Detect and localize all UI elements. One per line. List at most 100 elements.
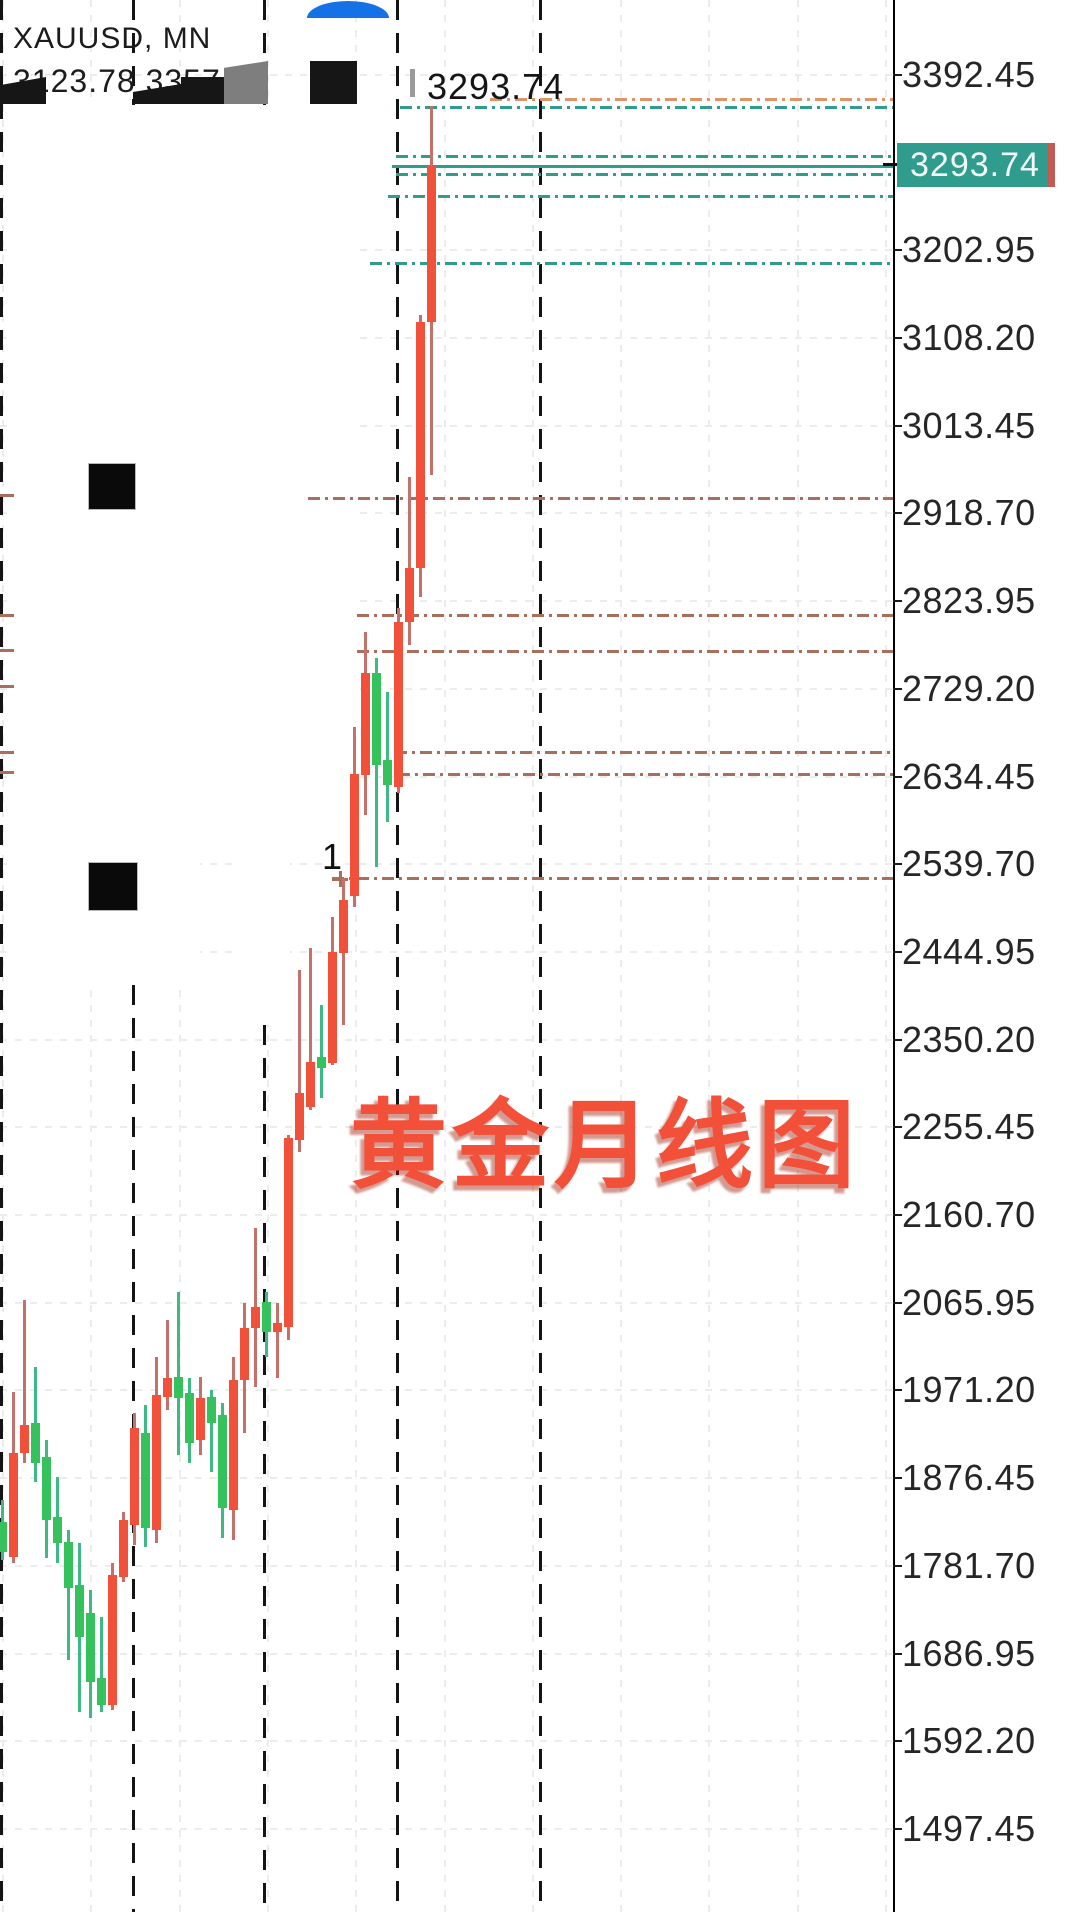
redaction-strip-gray [224,61,268,104]
axis-tick [893,337,902,340]
candle-body [20,1425,29,1453]
support-resistance-line[interactable] [357,613,893,617]
axis-tick [893,1214,902,1217]
candle-body [75,1585,84,1638]
axis-tick [893,1564,902,1567]
vertical-dashed-line[interactable] [538,0,542,1912]
grid-line-vertical [443,0,446,1912]
candle-wick [320,1004,323,1098]
candlestick-chart-canvas[interactable]: XAUUSD, MN 3123.78 3357.4 3293.74 1 黄金月线… [0,0,893,1912]
candle-body [273,1323,282,1332]
axis-price-label: 2729.20 [902,667,1036,709]
axis-price-label: 3013.45 [902,404,1036,446]
grid-line-vertical [531,0,534,1912]
grid-line-horizontal [0,337,893,340]
grid-line-horizontal [0,863,893,866]
line-left-stub [0,684,14,688]
candle-body [328,952,337,1063]
candle-body [141,1433,150,1529]
candle-body [185,1393,194,1444]
current-price-value: 3293.74 [910,145,1040,184]
axis-tick [893,249,902,252]
candle-body [163,1378,172,1398]
axis-price-label: 2634.45 [902,755,1036,797]
support-resistance-line[interactable] [395,751,893,755]
axis-tick [893,863,902,866]
support-resistance-line[interactable] [370,261,893,265]
candle-wick [177,1292,180,1455]
support-resistance-line[interactable] [388,195,893,199]
vertical-dashed-line[interactable] [263,1025,266,1912]
support-resistance-line[interactable] [308,496,893,500]
axis-price-label: 3202.95 [902,229,1036,271]
blue-dome-icon [307,1,389,18]
axis-price-label: 1781.70 [902,1544,1036,1586]
candle-wick [276,1303,279,1379]
candle-body [240,1328,249,1381]
candle-body [427,166,436,322]
candle-body [86,1613,95,1683]
grid-line-vertical [620,0,623,1912]
candle-body [350,774,359,897]
wave-count-label: 1 [322,836,343,877]
line-left-stub [0,613,14,617]
vertical-dashed-line[interactable] [263,0,266,105]
support-resistance-line[interactable] [396,155,893,159]
axis-tick [893,1126,902,1129]
price-box-red-strip [1047,143,1055,187]
chart-generated-layer [0,0,893,1912]
candle-body [108,1575,117,1706]
axis-price-label: 2823.95 [902,580,1036,622]
axis-tick [893,600,902,603]
candle-body [295,1093,304,1141]
support-resistance-line[interactable] [396,172,893,176]
grid-line-horizontal [0,1301,893,1304]
candle-body [0,1522,7,1552]
candle-body [9,1452,18,1557]
axis-price-label: 1497.45 [902,1807,1036,1849]
grid-line-horizontal [0,1389,893,1392]
support-resistance-line[interactable] [398,772,893,776]
vertical-dashed-line[interactable] [131,0,135,105]
axis-price-label: 2255.45 [902,1106,1036,1148]
grid-line-horizontal [0,687,893,690]
redaction-square-upper [88,463,136,510]
candle-body [339,900,348,954]
grid-line-vertical [885,0,887,1912]
current-price-line[interactable] [392,164,893,168]
redaction-strip-3 [181,77,224,104]
support-resistance-line[interactable] [332,877,893,881]
candle-wick [67,1529,70,1660]
redaction-square-lower [88,862,138,911]
candle-body [174,1377,183,1399]
grid-line-horizontal [0,1214,893,1217]
axis-tick [893,1740,902,1743]
candle-body [251,1307,260,1328]
support-resistance-line[interactable] [400,106,893,110]
axis-price-label: 1971.20 [902,1369,1036,1411]
axis-tick [893,687,902,690]
line-left-stub [0,750,14,754]
white-overlay-patch [12,105,358,858]
grid-line-horizontal [0,1477,893,1480]
axis-price-label: 1592.20 [902,1720,1036,1762]
axis-price-label: 2918.70 [902,492,1036,534]
axis-price-label: 3108.20 [902,317,1036,359]
grid-line-horizontal [0,1564,893,1567]
grid-line-vertical [708,0,711,1912]
axis-price-label: 2539.70 [902,843,1036,885]
axis-price-label: 2065.95 [902,1281,1036,1323]
grid-line-horizontal [0,1038,893,1041]
candle-wick [100,1617,103,1713]
grid-line-horizontal [0,600,893,603]
support-resistance-line[interactable] [490,97,893,101]
vertical-dashed-line[interactable] [396,0,399,1912]
axis-price-label: 2350.20 [902,1018,1036,1060]
vertical-dashed-line[interactable] [0,0,3,1912]
grid-line-horizontal [0,1827,893,1830]
callout-tick-bar [410,69,415,97]
axis-tick [893,1652,902,1655]
grid-line-horizontal [0,1126,893,1129]
support-resistance-line[interactable] [357,649,893,653]
candle-wick [386,691,389,822]
